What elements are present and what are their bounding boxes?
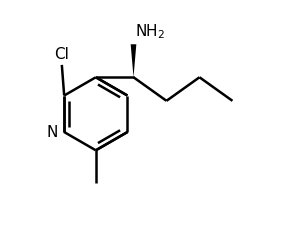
Polygon shape: [131, 44, 136, 77]
Text: NH$_2$: NH$_2$: [135, 22, 165, 41]
Text: Cl: Cl: [54, 47, 69, 62]
Text: N: N: [46, 125, 58, 140]
